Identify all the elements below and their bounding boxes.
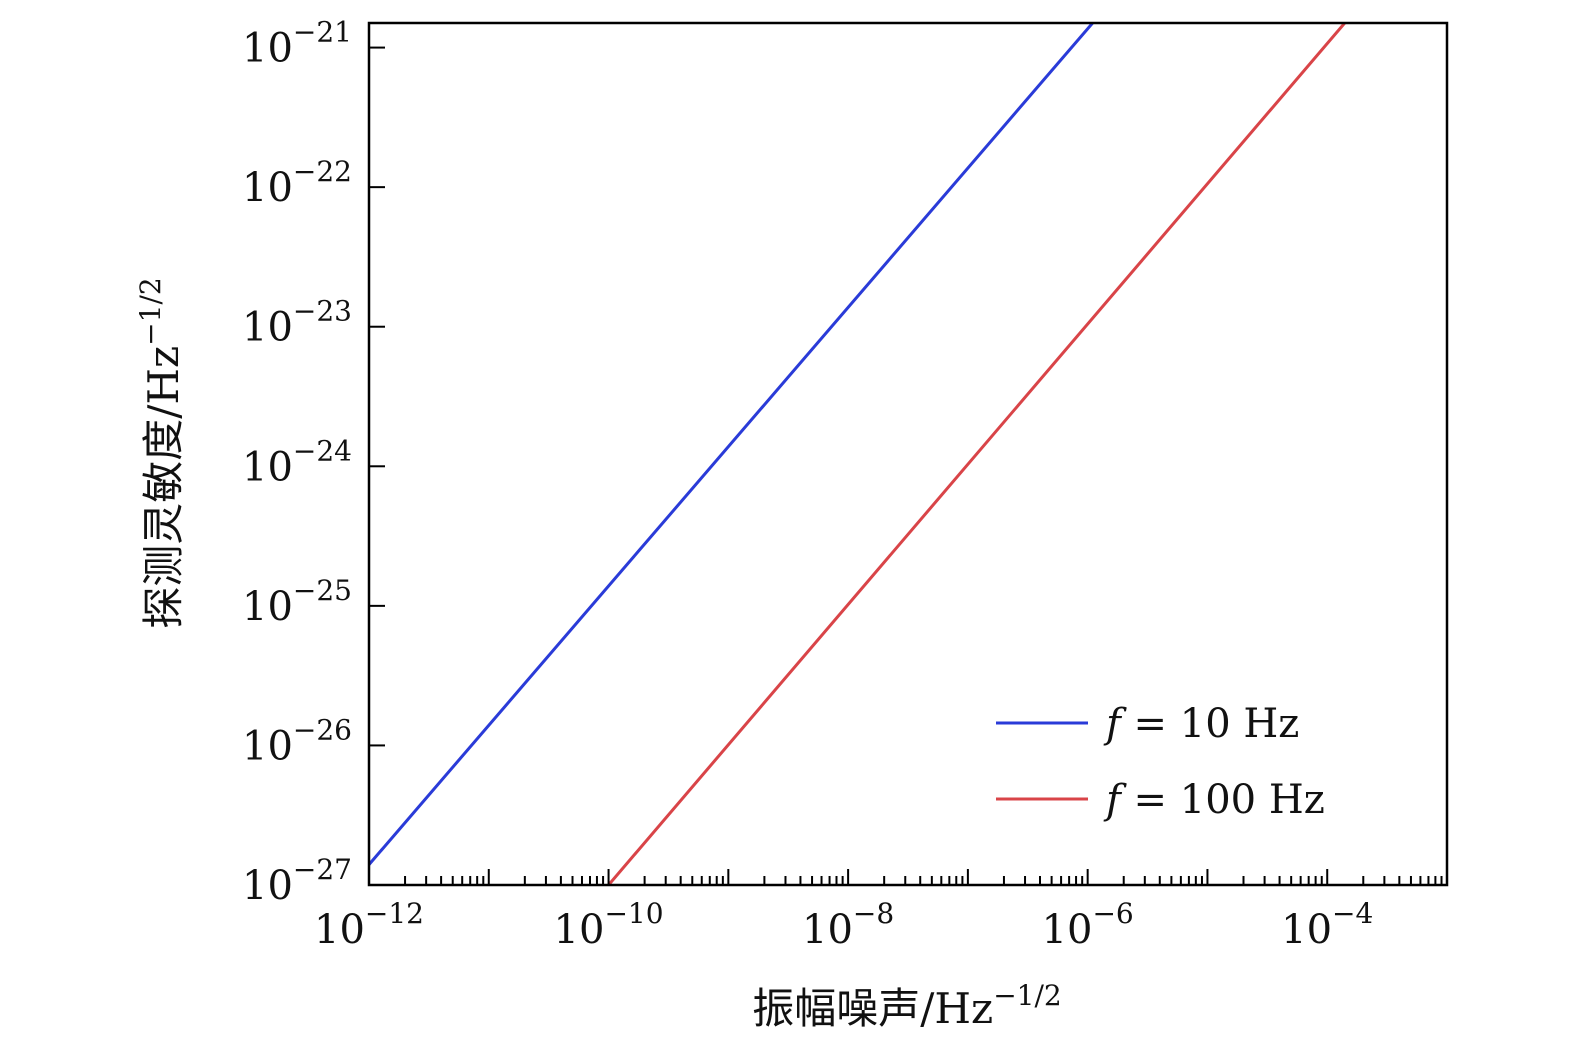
plot-area xyxy=(369,23,1346,885)
y-tick-label: 10−27 xyxy=(242,853,352,909)
x-tick-label: 10−4 xyxy=(1281,897,1373,953)
x-axis-label-exponent: −1/2 xyxy=(993,979,1062,1012)
y-axis: 10−27 10−26 10−25 10−24 10−23 10−22 10−21 xyxy=(242,16,385,909)
y-tick-label: 10−23 xyxy=(242,295,352,351)
y-axis-label-exponent: −1/2 xyxy=(134,277,167,346)
x-tick-label: 10−6 xyxy=(1042,897,1134,953)
series-line-0 xyxy=(369,23,1094,866)
y-tick-label: 10−26 xyxy=(242,713,352,769)
legend: f = 10 Hz f = 100 Hz xyxy=(996,701,1325,823)
x-tick-label: 10−8 xyxy=(802,897,894,953)
x-axis: 10−12 10−10 10−8 10−6 10−4 xyxy=(314,869,1448,953)
legend-label-0: f = 10 Hz xyxy=(1103,701,1299,747)
x-tick-label: 10−10 xyxy=(554,897,664,953)
x-tick-label: 10−12 xyxy=(314,897,424,953)
x-axis-label: 振幅噪声/Hz−1/2 xyxy=(752,979,1061,1033)
legend-label-1: f = 100 Hz xyxy=(1103,777,1325,823)
plot-frame xyxy=(367,21,1449,887)
series-line-1 xyxy=(607,23,1346,885)
y-tick-label: 10−25 xyxy=(242,574,352,630)
y-axis-label: 探测灵敏度/Hz−1/2 xyxy=(134,277,188,628)
y-tick-label: 10−24 xyxy=(242,434,352,490)
y-tick-label: 10−21 xyxy=(242,16,352,72)
y-tick-label: 10−22 xyxy=(242,155,352,211)
